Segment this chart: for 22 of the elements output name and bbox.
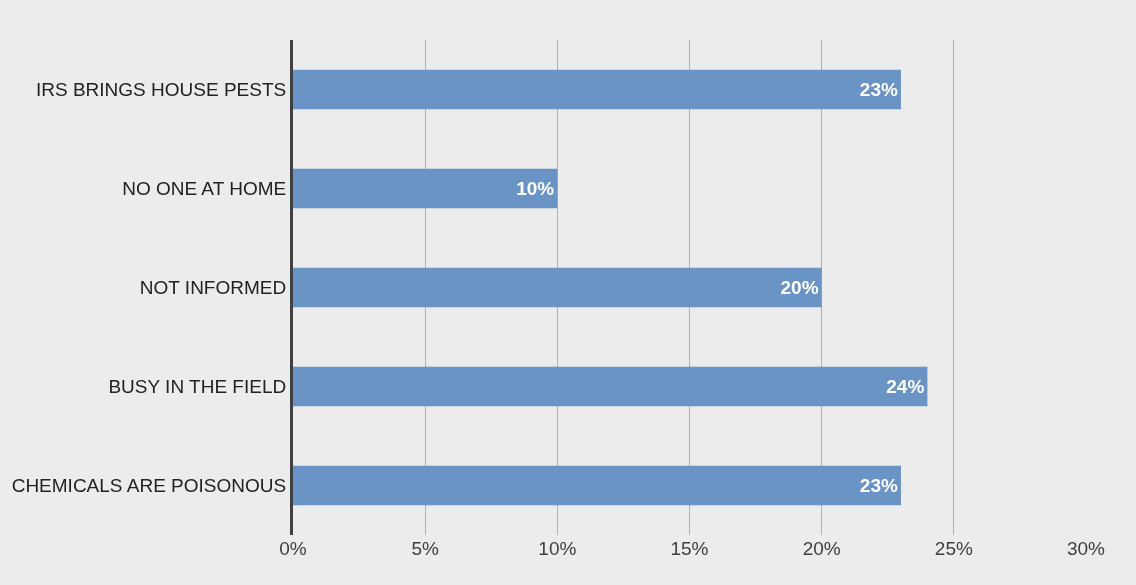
data-label: 24%	[886, 376, 925, 397]
bar	[293, 69, 901, 110]
data-label: 10%	[516, 178, 555, 199]
y-tick-label: BUSY IN THE FIELD	[108, 376, 287, 398]
y-tick-label: IRS BRINGS HOUSE PESTS	[35, 79, 287, 101]
y-tick-label: CHEMICALS ARE POISONOUS	[11, 475, 287, 497]
data-label: 23%	[859, 79, 898, 100]
x-tick-label: 5%	[411, 538, 439, 559]
x-tick-label: 20%	[802, 538, 841, 559]
x-tick-label: 30%	[1066, 538, 1106, 559]
y-tick-label: NOT INFORMED	[139, 277, 287, 299]
bar	[293, 168, 558, 209]
y-tick-label: NO ONE AT HOME	[122, 178, 287, 200]
x-tick-label: 0%	[279, 538, 307, 559]
data-label: 20%	[780, 277, 819, 298]
bar	[293, 366, 928, 407]
x-tick-label: 15%	[670, 538, 709, 559]
x-tick-label: 25%	[934, 538, 973, 559]
x-tick-label: 10%	[538, 538, 577, 559]
bar	[293, 465, 901, 506]
bar	[293, 267, 822, 308]
data-label: 23%	[859, 475, 898, 496]
